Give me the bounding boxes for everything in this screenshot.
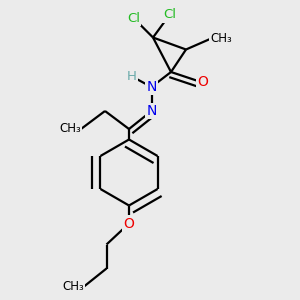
- Text: N: N: [146, 80, 157, 94]
- Text: Cl: Cl: [127, 11, 140, 25]
- Text: CH₃: CH₃: [210, 32, 232, 46]
- Text: O: O: [197, 76, 208, 89]
- Text: O: O: [124, 217, 134, 230]
- Text: H: H: [127, 70, 137, 83]
- Text: CH₃: CH₃: [59, 122, 81, 136]
- Text: CH₃: CH₃: [62, 280, 84, 293]
- Text: Cl: Cl: [163, 8, 176, 22]
- Text: N: N: [146, 104, 157, 118]
